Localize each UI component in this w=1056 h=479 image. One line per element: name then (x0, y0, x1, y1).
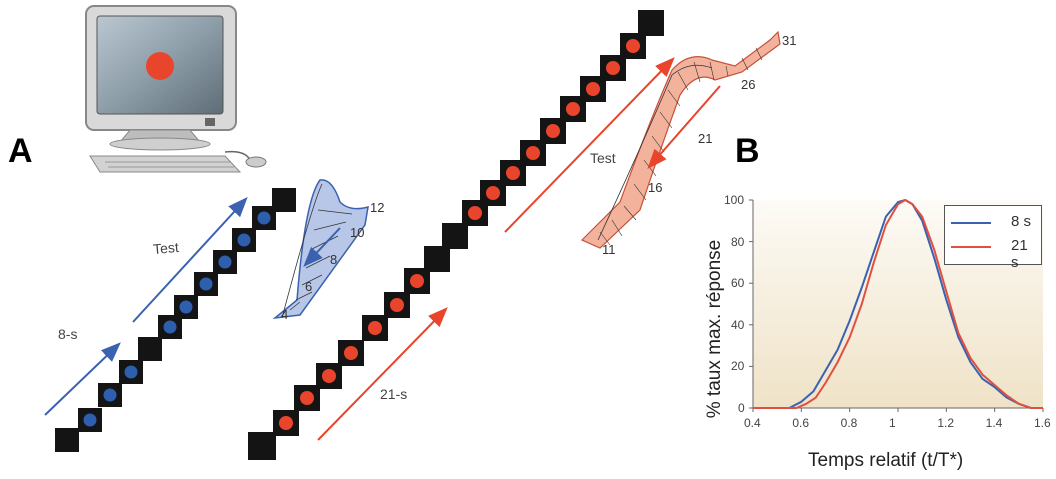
x-tick-label: 0.8 (840, 416, 858, 430)
red-response-profile (580, 30, 781, 249)
right-train-label: 21-s (380, 386, 408, 402)
right-profile-tick: 11 (602, 242, 616, 257)
test-arrow-red (504, 57, 675, 233)
right-profile-tick: 31 (782, 33, 797, 48)
x-tick-label: 1 (889, 416, 896, 430)
y-tick-label: 40 (731, 317, 745, 332)
y-tick-label: 0 (738, 401, 745, 415)
keyboard-icon (89, 155, 242, 173)
left-stimulus-sequence (55, 188, 296, 452)
right-test-label: Test (590, 150, 616, 166)
x-tick-label: 0.6 (792, 416, 810, 430)
right-profile-tick: 16 (648, 180, 663, 195)
computer-monitor-icon (85, 5, 267, 173)
training-arrow-red (317, 307, 448, 441)
y-tick-label: 80 (731, 234, 745, 249)
y-axis-label: % taux max. réponse (704, 239, 725, 419)
x-tick-label: 1.6 (1034, 416, 1051, 430)
y-tick-label: 60 (731, 276, 745, 291)
legend-item: 8 s (951, 212, 1037, 232)
left-profile-tick: 8 (330, 252, 338, 267)
panel-label-a: A (8, 132, 33, 170)
left-profile-tick: 12 (370, 200, 385, 215)
left-profile-tick: 10 (350, 225, 365, 240)
panel-label-b: B (735, 132, 760, 170)
right-profile-tick: 26 (741, 77, 756, 92)
y-tick-label: 20 (731, 359, 745, 374)
x-tick-label: 0.4 (744, 416, 761, 430)
legend-item: 21 s (951, 236, 1037, 271)
legend-swatch (951, 246, 991, 248)
legend-label: 8 s (1011, 213, 1032, 230)
left-train-label: 8-s (58, 326, 78, 342)
y-tick-label: 100 (724, 193, 745, 207)
legend-swatch (951, 222, 991, 224)
x-axis-label: Temps relatif (t/T*) (808, 450, 964, 471)
stimulus-dot (146, 52, 174, 80)
legend-label: 21 s (1011, 237, 1028, 271)
right-stimulus-sequence (248, 10, 664, 460)
left-profile-tick: 4 (281, 307, 289, 322)
left-test-label: Test (152, 238, 180, 258)
blue-response-profile (272, 179, 369, 320)
chart-legend: 8 s 21 s (944, 205, 1042, 271)
training-arrow-blue (44, 342, 121, 416)
x-tick-label: 1.2 (937, 416, 955, 430)
x-tick-label: 1.4 (985, 416, 1003, 430)
mouse-icon (245, 156, 267, 168)
right-profile-tick: 21 (698, 131, 713, 146)
series-line-21s (753, 199, 1043, 409)
left-profile-tick: 6 (305, 279, 313, 294)
test-arrow-blue (132, 197, 248, 323)
